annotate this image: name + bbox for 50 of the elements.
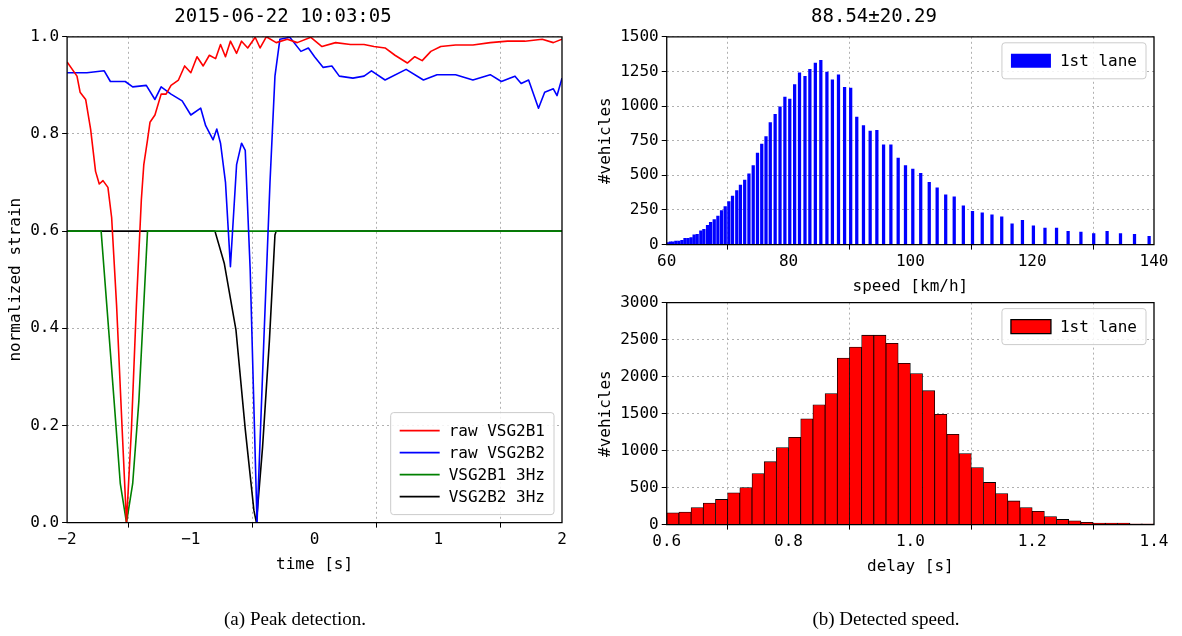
x-tick-label: 60 bbox=[657, 251, 677, 271]
y-tick-label: 2000 bbox=[620, 365, 659, 385]
y-tick-label: 500 bbox=[629, 476, 659, 496]
chart-title: 2015-06-22 10:03:05 bbox=[174, 4, 392, 27]
legend-label: VSG2B2 3Hz bbox=[448, 486, 545, 506]
y-tick-label: 250 bbox=[629, 199, 659, 219]
x-axis-title: delay [s] bbox=[867, 555, 954, 575]
y-tick-label: 1500 bbox=[620, 402, 659, 422]
y-axis-title: #vehicles bbox=[594, 97, 614, 185]
x-tick-label: 0.8 bbox=[774, 531, 803, 551]
x-tick-label: 1.4 bbox=[1139, 531, 1169, 551]
y-tick-label: 1000 bbox=[620, 95, 659, 115]
x-tick-label: 1 bbox=[433, 529, 444, 549]
y-axis-title: normalized strain bbox=[4, 197, 24, 362]
x-tick-label: 1.2 bbox=[1017, 531, 1047, 551]
y-tick-label: 0.2 bbox=[30, 414, 60, 434]
x-tick-label: 100 bbox=[895, 251, 925, 271]
x-tick-label: −1 bbox=[181, 529, 201, 549]
y-tick-label: 0 bbox=[649, 513, 659, 533]
y-tick-label: 0.8 bbox=[30, 123, 60, 143]
text: (a) Peak detection. bbox=[223, 608, 367, 630]
y-tick-label: 0 bbox=[649, 233, 659, 253]
legend-label: raw VSG2B2 bbox=[448, 442, 545, 462]
y-tick-label: 750 bbox=[629, 129, 659, 149]
y-tick-label: 0.6 bbox=[30, 220, 60, 240]
x-tick-label: 2 bbox=[557, 529, 567, 549]
x-axis-title: speed [km/h] bbox=[852, 275, 969, 295]
y-tick-label: 0.4 bbox=[30, 317, 60, 337]
y-tick-label: 2500 bbox=[620, 328, 659, 348]
x-tick-label: 140 bbox=[1139, 251, 1169, 271]
y-tick-label: 1.0 bbox=[30, 25, 60, 45]
chart-title: 88.54±20.29 bbox=[811, 4, 937, 27]
text: (b) Detected speed. bbox=[811, 608, 961, 630]
x-tick-label: 0 bbox=[309, 529, 320, 549]
x-tick-label: 120 bbox=[1017, 251, 1047, 271]
x-tick-label: −2 bbox=[57, 529, 77, 549]
y-tick-label: 1000 bbox=[620, 439, 659, 459]
legend-label: 1st lane bbox=[1059, 50, 1137, 70]
legend-label: 1st lane bbox=[1059, 316, 1137, 336]
legend-label: VSG2B1 3Hz bbox=[448, 464, 545, 484]
y-tick-label: 1250 bbox=[620, 60, 659, 80]
y-tick-label: 1500 bbox=[620, 25, 659, 45]
x-tick-label: 1.0 bbox=[895, 531, 925, 551]
y-tick-label: 0.0 bbox=[30, 511, 60, 531]
y-axis-title: #vehicles bbox=[594, 370, 614, 457]
legend-label: raw VSG2B1 bbox=[448, 420, 545, 440]
y-tick-label: 3000 bbox=[620, 291, 659, 311]
y-tick-label: 500 bbox=[629, 164, 659, 184]
x-tick-label: 80 bbox=[778, 251, 799, 271]
x-axis-title: time [s] bbox=[276, 553, 354, 573]
